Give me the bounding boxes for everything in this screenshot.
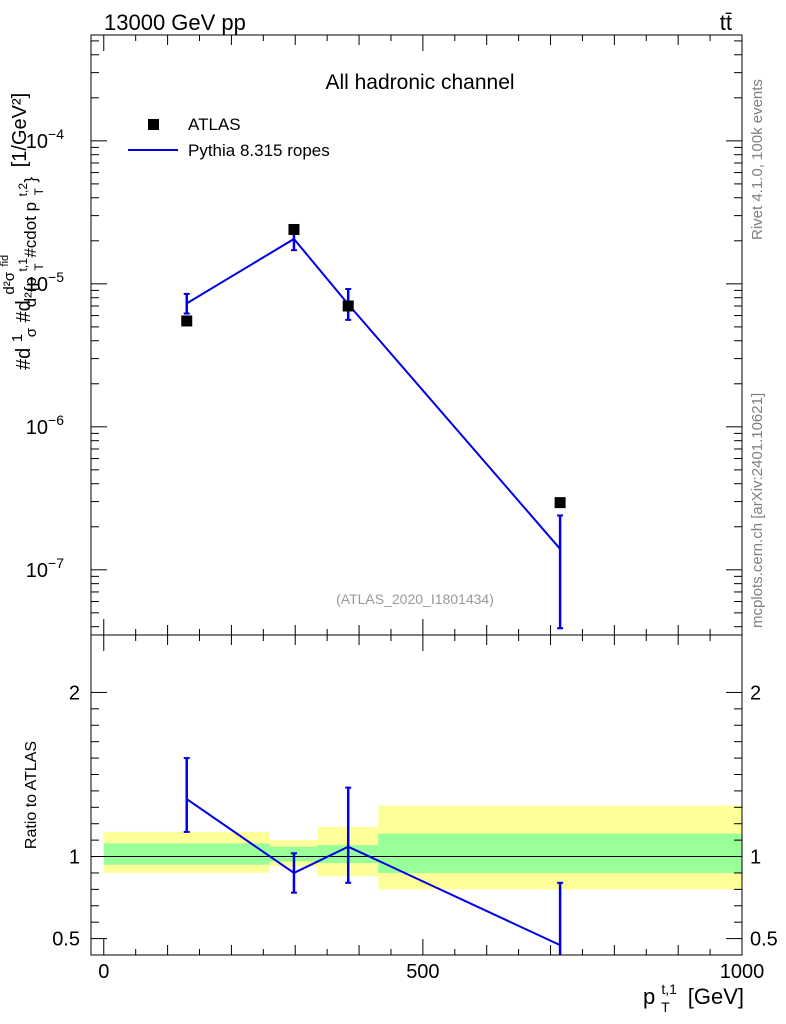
source-label: mcplots.cern.ch [arXiv:2401.10621] bbox=[749, 393, 766, 628]
x-tick-label: 0 bbox=[98, 961, 109, 983]
ratio-y-tick-label-right: 0.5 bbox=[750, 929, 778, 951]
x-axis-title: p t,1 T [GeV] bbox=[643, 974, 744, 1017]
main-y-tick-exp: −4 bbox=[48, 126, 64, 142]
ylabel-numerator-sup: fid bbox=[0, 255, 11, 267]
ylabel-part-c: σ bbox=[23, 327, 40, 337]
main-y-tick-base: 10 bbox=[26, 417, 48, 439]
main-y-tick-label: 10−5 bbox=[26, 269, 64, 296]
legend-mc-label: Pythia 8.315 ropes bbox=[188, 141, 330, 160]
ylabel-numerator: d²σ bbox=[1, 271, 18, 294]
rivet-label: Rivet 4.1.0, 100k events bbox=[749, 79, 766, 240]
ylabel-unit: [1/GeV²] bbox=[9, 93, 31, 167]
process-label: tt̄ bbox=[720, 10, 732, 35]
main-y-tick-label: 10−6 bbox=[26, 412, 64, 439]
main-y-tick-base: 10 bbox=[26, 560, 48, 582]
analysis-watermark: (ATLAS_2020_I1801434) bbox=[336, 591, 494, 607]
legend-atlas-marker bbox=[148, 119, 159, 130]
main-title: All hadronic channel bbox=[325, 71, 514, 94]
ratio-y-tick-label: 2 bbox=[69, 682, 80, 704]
ratio-y-tick-label-right: 1 bbox=[750, 847, 761, 869]
x-axis-title-base: p bbox=[643, 984, 655, 1009]
ratio-band-inner bbox=[378, 833, 742, 873]
main-y-axis-title: #d 1 σ #d d²σ fid d²{p t,1 T #cdot p t,2… bbox=[0, 93, 48, 370]
mc-line bbox=[186, 237, 561, 550]
ylabel-part-b: 1 bbox=[9, 334, 26, 342]
ratio-y-tick-label-right: 2 bbox=[750, 682, 761, 704]
legend: ATLAS Pythia 8.315 ropes bbox=[128, 115, 330, 160]
ylabel-part-a: #d bbox=[13, 348, 35, 370]
atlas-data-point bbox=[342, 300, 354, 312]
main-y-tick-label: 10−7 bbox=[26, 555, 64, 582]
ratio-panel-frame bbox=[90, 634, 743, 956]
x-axis-title-sub: T bbox=[661, 999, 670, 1015]
collision-label: 13000 GeV pp bbox=[104, 10, 246, 35]
ylabel-den-sup2: t,2 bbox=[16, 183, 30, 197]
ratio-y-tick-label: 1 bbox=[69, 847, 80, 869]
x-axis-title-sup: t,1 bbox=[661, 981, 677, 997]
ylabel-den-sup1: t,1 bbox=[16, 258, 30, 272]
main-y-tick-base: 10 bbox=[26, 274, 48, 296]
ylabel-den-mid: #cdot p bbox=[21, 202, 40, 258]
ratio-band-inner bbox=[103, 843, 270, 865]
atlas-data-point bbox=[554, 497, 566, 509]
ratio-plot-area: 0.5 0.5 1 1 2 2 0 500 1000 bbox=[52, 635, 778, 983]
ylabel-den-end: } bbox=[21, 177, 40, 183]
ylabel-denominator: d²{p bbox=[21, 277, 40, 307]
main-y-tick-base: 10 bbox=[26, 131, 48, 153]
main-plot-area: 10−710−610−510−4 bbox=[26, 35, 743, 635]
ylabel-den-sub2: T bbox=[32, 187, 46, 195]
main-y-tick-label: 10−4 bbox=[26, 126, 64, 153]
x-tick-label: 1000 bbox=[720, 961, 765, 983]
atlas-data-point bbox=[288, 223, 300, 235]
legend-atlas-label: ATLAS bbox=[188, 115, 241, 134]
ratio-y-tick-label: 0.5 bbox=[52, 929, 80, 951]
x-axis-title-unit: [GeV] bbox=[688, 984, 744, 1009]
ylabel-part-d: #d bbox=[13, 300, 35, 322]
main-y-tick-exp: −7 bbox=[48, 555, 64, 571]
main-y-tick-exp: −6 bbox=[48, 412, 64, 428]
ylabel-den-sub1: T bbox=[32, 263, 46, 271]
x-tick-label: 500 bbox=[406, 961, 439, 983]
ratio-y-axis-title: Ratio to ATLAS bbox=[23, 741, 40, 849]
svg-text:#d 1 σ #d: #d 1 σ #d d²σ fid d²{p t,1 T #cdot p t,2… bbox=[0, 93, 48, 370]
ratio-mc-line bbox=[186, 798, 561, 947]
atlas-data-point bbox=[181, 315, 193, 327]
main-y-tick-exp: −5 bbox=[48, 269, 64, 285]
